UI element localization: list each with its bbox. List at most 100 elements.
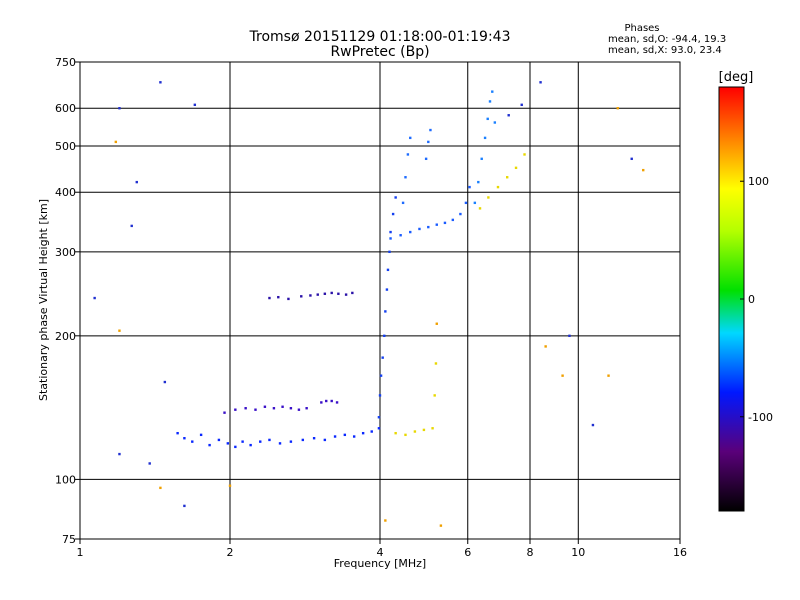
data-point	[277, 295, 280, 299]
data-point	[244, 407, 247, 410]
data-point	[320, 401, 323, 404]
data-point	[381, 356, 384, 359]
x-tick-label: 4	[377, 546, 384, 559]
data-point	[176, 431, 179, 435]
phases-mean-o: mean, sd,O: -94.4, 19.3	[608, 34, 726, 45]
data-point	[333, 435, 337, 438]
data-point	[272, 407, 276, 410]
data-point	[301, 438, 305, 442]
data-point	[351, 291, 354, 295]
x-tick-label: 16	[673, 546, 687, 559]
data-point	[459, 212, 462, 216]
data-point	[268, 296, 271, 300]
x-tick-label: 8	[527, 546, 534, 559]
data-point	[297, 408, 301, 411]
data-point	[208, 443, 211, 447]
data-point	[451, 218, 455, 222]
data-point	[337, 292, 340, 295]
axis-ticks: 1 2 4 6 8 10 16 75 100 200 300 400 500 600 750	[55, 56, 687, 559]
data-point	[384, 310, 387, 313]
data-point	[642, 168, 645, 172]
chart-title: Tromsø 20151129 01:18:00-01:19:43	[249, 29, 511, 45]
data-point	[361, 431, 365, 435]
data-point	[254, 408, 257, 411]
data-point	[418, 227, 421, 231]
data-point	[399, 234, 402, 237]
y-tick-label: 75	[62, 533, 76, 546]
x-tick-label: 6	[464, 546, 471, 559]
x-tick-label: 10	[571, 546, 585, 559]
data-point	[379, 374, 383, 377]
data-point	[312, 437, 316, 440]
x-tick-label: 1	[77, 546, 84, 559]
data-point	[493, 121, 497, 124]
phases-title: Phases	[624, 23, 659, 34]
data-point	[427, 225, 430, 229]
data-point	[323, 438, 327, 442]
data-point	[159, 81, 162, 84]
data-point	[389, 237, 392, 240]
data-point	[199, 433, 203, 437]
data-point	[234, 408, 237, 411]
data-point	[370, 430, 373, 433]
data-point	[316, 293, 319, 296]
data-point	[289, 407, 293, 410]
data-point	[388, 250, 391, 254]
data-point	[241, 440, 244, 443]
data-point	[323, 292, 327, 295]
data-point	[394, 431, 397, 435]
data-point	[183, 504, 186, 508]
data-point	[561, 374, 564, 377]
data-point	[384, 519, 387, 522]
data-point	[520, 103, 523, 107]
y-tick-label: 400	[55, 186, 76, 199]
data-point	[93, 296, 96, 300]
colorbar-ticks: 100 0 -100	[740, 175, 773, 424]
x-axis-label: Frequency [MHz]	[334, 557, 426, 570]
data-point	[413, 430, 417, 433]
data-point	[335, 401, 339, 404]
data-point	[539, 81, 542, 84]
data-point	[259, 440, 262, 443]
data-point	[330, 291, 333, 295]
data-point	[468, 185, 471, 189]
data-point	[118, 452, 121, 456]
data-point	[287, 297, 290, 301]
data-point	[383, 334, 386, 338]
y-tick-label: 100	[55, 473, 76, 486]
data-point	[514, 166, 518, 170]
grid-lines	[80, 62, 680, 539]
data-point	[305, 407, 308, 410]
colorbar-label: [deg]	[719, 70, 754, 85]
data-point	[159, 486, 162, 490]
data-point	[191, 440, 194, 443]
data-point	[183, 437, 186, 440]
data-point	[223, 411, 226, 414]
data-point	[505, 176, 509, 179]
data-point	[607, 374, 610, 377]
data-point	[268, 438, 271, 442]
data-point	[422, 428, 426, 432]
y-tick-label: 200	[55, 330, 76, 343]
data-point	[234, 445, 237, 449]
data-point	[616, 107, 619, 110]
data-point	[507, 114, 510, 117]
y-tick-label: 750	[55, 56, 76, 69]
data-point	[377, 427, 381, 430]
data-point	[135, 180, 138, 184]
y-tick-label: 300	[55, 246, 76, 259]
data-point	[343, 433, 347, 437]
data-point	[325, 399, 328, 403]
data-point	[378, 394, 382, 397]
data-point	[409, 136, 412, 140]
data-point	[289, 440, 293, 443]
data-point	[148, 462, 151, 465]
data-point	[473, 201, 477, 205]
data-point	[424, 157, 428, 161]
data-point	[523, 153, 526, 156]
data-point	[630, 157, 633, 161]
data-point	[427, 140, 430, 144]
data-point	[443, 221, 447, 225]
data-point	[386, 268, 390, 272]
